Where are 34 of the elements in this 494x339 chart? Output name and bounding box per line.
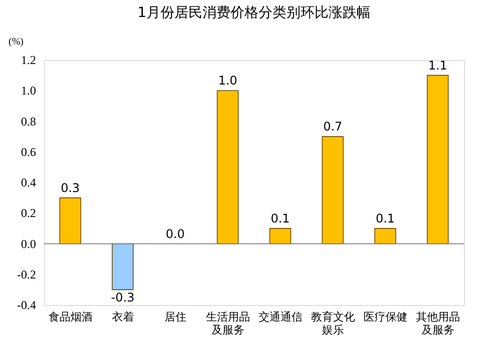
x-tick-label: 食品烟酒 bbox=[48, 310, 92, 324]
bar bbox=[322, 136, 344, 244]
y-tick-label: 0.6 bbox=[21, 144, 36, 159]
bar bbox=[112, 243, 134, 290]
y-tick-label: 0.8 bbox=[21, 114, 36, 128]
y-tick-label: 0.2 bbox=[21, 206, 36, 220]
x-tick-label: 生活用品及服务 bbox=[206, 310, 250, 336]
y-tick-label: 0.4 bbox=[21, 176, 36, 190]
x-tick-label: 衣着 bbox=[112, 310, 134, 324]
bar bbox=[216, 90, 239, 244]
bar bbox=[426, 74, 449, 244]
chart-title: 1月份居民消费价格分类别环比涨跌幅 bbox=[138, 5, 370, 21]
y-tick-label: 1.2 bbox=[21, 53, 36, 67]
data-label: 0.3 bbox=[60, 180, 80, 195]
data-label: 0.0 bbox=[166, 226, 185, 241]
data-label: 1.0 bbox=[218, 74, 238, 88]
data-label: 0.7 bbox=[323, 120, 342, 134]
bar bbox=[59, 197, 82, 244]
x-tick-label: 其他用品及服务 bbox=[416, 310, 460, 336]
x-tick-label: 交通通信 bbox=[258, 310, 302, 324]
data-label: 0.1 bbox=[270, 211, 290, 226]
y-tick-label: -0.2 bbox=[17, 267, 36, 282]
y-tick-label: 1.0 bbox=[21, 84, 36, 98]
data-label: 0.1 bbox=[376, 211, 395, 226]
x-tick-label: 居住 bbox=[164, 310, 186, 324]
x-tick-label: 医疗保健 bbox=[363, 310, 408, 324]
data-label: -0.3 bbox=[111, 290, 134, 305]
y-axis-title: (%) bbox=[8, 36, 24, 48]
bar bbox=[374, 228, 396, 244]
bar bbox=[269, 228, 292, 244]
x-tick-label: 教育文化娱乐 bbox=[310, 310, 355, 336]
y-tick-label: -0.4 bbox=[17, 298, 36, 312]
y-tick-label: 0.0 bbox=[21, 236, 36, 251]
data-label: 1.1 bbox=[428, 58, 448, 72]
